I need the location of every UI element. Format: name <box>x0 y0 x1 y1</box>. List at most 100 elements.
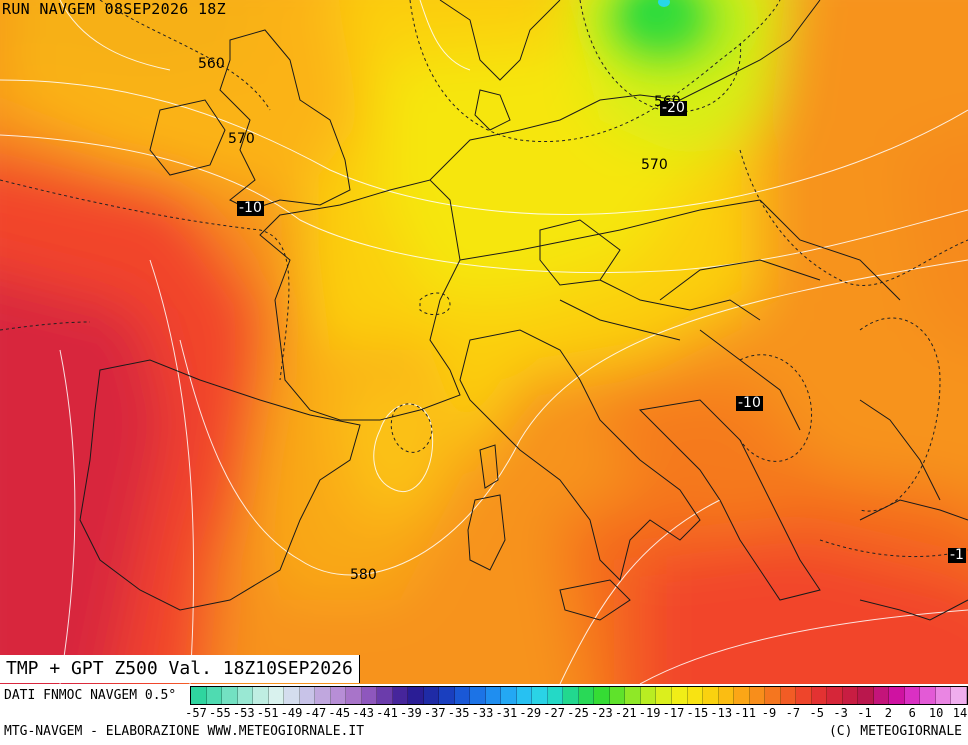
color-scale-tick: -55 <box>209 706 231 720</box>
color-scale-tick: -49 <box>280 706 303 720</box>
color-scale-tick: -15 <box>686 706 709 720</box>
color-swatch <box>718 687 735 704</box>
credit-left: MTG-NAVGEM - ELABORAZIONE WWW.METEOGIORN… <box>4 724 365 739</box>
color-scale-tick: -35 <box>447 706 470 720</box>
color-swatch <box>640 687 657 704</box>
color-swatch <box>532 687 548 704</box>
color-scale-tick: -17 <box>662 706 685 720</box>
geopotential-label: 580 <box>350 567 377 583</box>
color-scale-tick: -27 <box>543 706 565 720</box>
color-swatch <box>377 687 393 704</box>
color-scale-tick: 2 <box>884 706 892 720</box>
color-swatch <box>858 687 874 704</box>
color-scale-tick: -11 <box>734 706 756 720</box>
color-scale-tick: -37 <box>423 706 446 720</box>
color-swatch <box>796 687 812 704</box>
map-canvas <box>0 0 968 684</box>
run-title: RUN NAVGEM 08SEP2026 18Z <box>2 0 226 18</box>
geopotential-label: 560 <box>198 56 225 72</box>
color-swatch <box>703 687 719 704</box>
weather-map: RUN NAVGEM 08SEP2026 18Z 560 570 560 570… <box>0 0 968 684</box>
color-swatch <box>563 687 579 704</box>
color-swatch <box>516 687 533 704</box>
color-swatch <box>578 687 595 704</box>
color-swatch <box>361 687 378 704</box>
cyan-spot <box>658 0 670 7</box>
color-swatch <box>408 687 424 704</box>
color-swatch <box>330 687 347 704</box>
color-swatch <box>253 687 269 704</box>
color-swatch <box>594 687 610 704</box>
color-swatch <box>780 687 797 704</box>
color-swatch <box>222 687 238 704</box>
color-scale-tick: -3 <box>833 706 848 720</box>
color-swatch <box>873 687 890 704</box>
geopotential-lines <box>0 0 968 684</box>
color-scale-tick: -53 <box>232 706 255 720</box>
data-source-label: DATI FNMOC NAVGEM 0.5° <box>4 688 177 703</box>
color-scale-tick: -29 <box>519 706 542 720</box>
color-swatch <box>765 687 781 704</box>
color-swatch <box>284 687 300 704</box>
color-scale-bar <box>190 686 968 705</box>
color-swatch <box>889 687 905 704</box>
color-swatch <box>454 687 471 704</box>
color-scale-tick: -19 <box>638 706 661 720</box>
color-scale-tick: 10 <box>928 706 944 720</box>
geopotential-label: 570 <box>228 131 255 147</box>
color-swatch <box>811 687 828 704</box>
color-scale-tick: 6 <box>908 706 916 720</box>
color-scale-tick: 14 <box>952 706 968 720</box>
temperature-field <box>0 0 968 684</box>
color-swatch <box>656 687 672 704</box>
color-swatch <box>501 687 517 704</box>
color-swatch <box>625 687 641 704</box>
color-swatch <box>920 687 936 704</box>
color-swatch <box>299 687 316 704</box>
color-swatch <box>734 687 750 704</box>
color-scale-tick: -13 <box>710 706 733 720</box>
color-swatch <box>904 687 921 704</box>
color-swatch <box>315 687 331 704</box>
color-swatch <box>470 687 486 704</box>
color-scale-tick: -7 <box>785 706 801 720</box>
color-swatch <box>547 687 564 704</box>
coastlines <box>79 0 968 621</box>
color-swatch <box>439 687 455 704</box>
color-scale-ticks: -57 -55 -53 -51 -49 -47 -45 -43 -41 -39 -37 -35 -33-… <box>185 706 968 722</box>
credit-right: (C) METEOGIORNALE <box>828 724 962 739</box>
legend-footer: DATI FNMOC NAVGEM 0.5° -57 -55 -53 -51 -49 -4… <box>0 684 968 745</box>
color-scale-tick: -31 <box>495 706 518 720</box>
color-swatch <box>935 687 952 704</box>
color-swatch <box>687 687 704 704</box>
color-scale-tick: -21 <box>614 706 637 720</box>
color-swatch <box>237 687 254 704</box>
temperature-label: -10 <box>237 200 264 216</box>
color-swatch <box>609 687 626 704</box>
color-scale-tick: -25 <box>567 706 589 720</box>
color-swatch <box>827 687 843 704</box>
color-scale-tick: -41 <box>376 706 398 720</box>
color-scale-tick: -5 <box>809 706 824 720</box>
color-scale-tick: -39 <box>400 706 422 720</box>
color-swatch <box>842 687 859 704</box>
color-scale-tick: -51 <box>256 706 279 720</box>
color-swatch <box>206 687 223 704</box>
color-scale-tick: -45 <box>328 706 351 720</box>
temperature-label: -20 <box>660 100 687 116</box>
color-scale-tick: -1 <box>857 706 872 720</box>
color-swatch <box>268 687 285 704</box>
color-scale-tick: -23 <box>591 706 613 720</box>
color-scale-tick: -57 <box>185 706 207 720</box>
color-scale-tick: -33 <box>471 706 494 720</box>
color-scale-tick: -43 <box>352 706 374 720</box>
map-caption: TMP + GPT Z500 Val. 18Z10SEP2026 <box>0 655 360 683</box>
temperature-label: -1 <box>948 547 966 563</box>
color-swatch <box>749 687 766 704</box>
color-swatch <box>191 687 207 704</box>
color-swatch <box>423 687 440 704</box>
color-swatch <box>671 687 688 704</box>
color-swatch <box>392 687 409 704</box>
color-swatch <box>951 687 967 704</box>
geopotential-label: 570 <box>641 157 668 173</box>
